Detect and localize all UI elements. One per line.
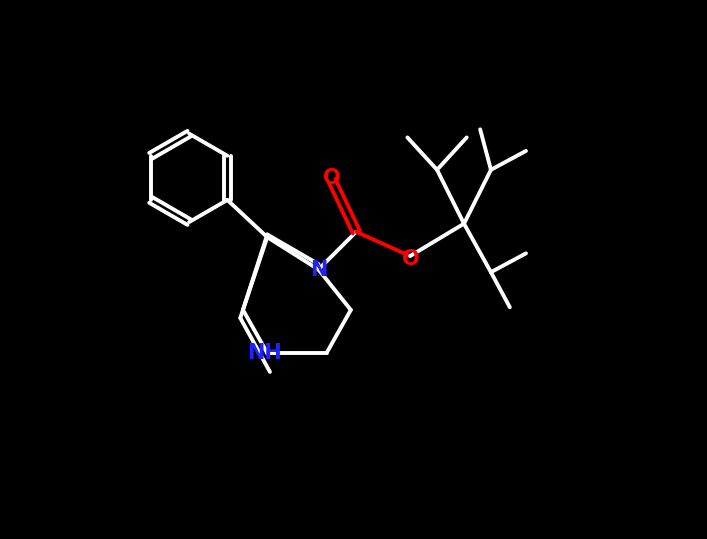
Text: O: O (402, 248, 420, 269)
Text: N: N (310, 259, 327, 280)
Text: O: O (323, 168, 341, 188)
Text: NH: NH (247, 343, 282, 363)
